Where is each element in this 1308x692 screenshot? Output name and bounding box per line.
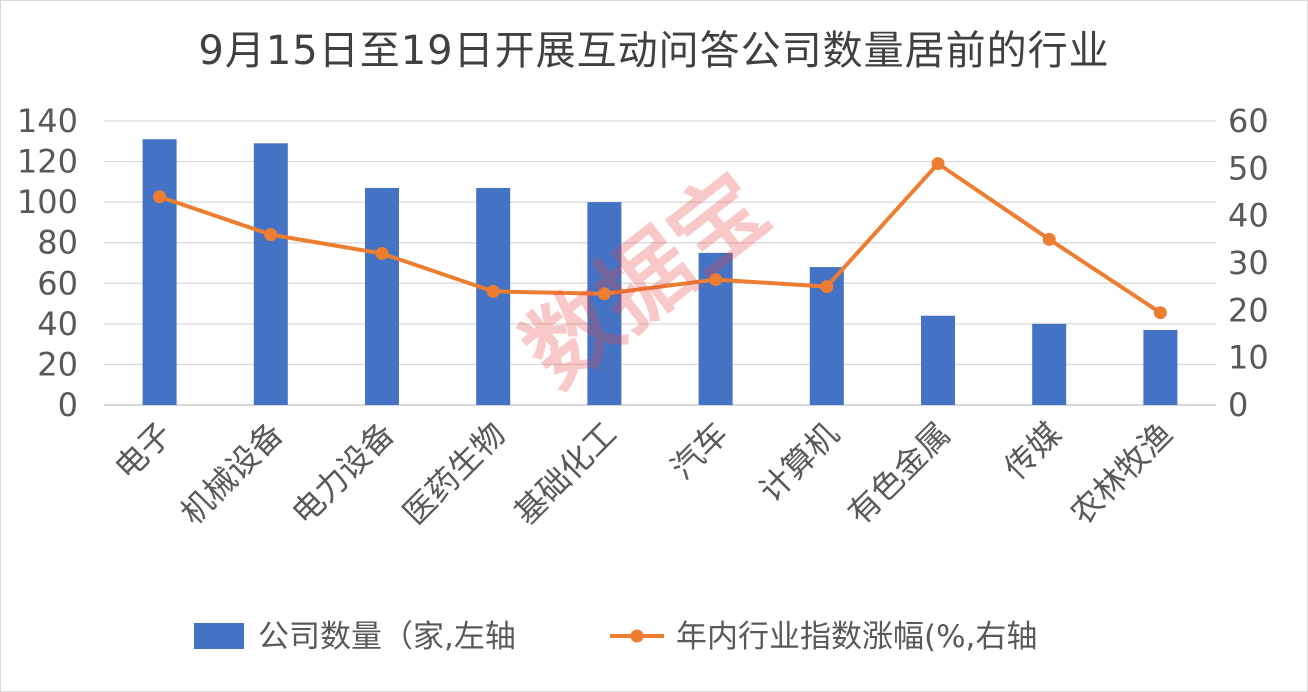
y-right-tick-label: 0 <box>1228 386 1248 424</box>
bar <box>142 139 177 405</box>
line-point <box>709 273 723 287</box>
y-right-tick-label: 50 <box>1228 149 1269 187</box>
x-category-label: 有色金属 <box>840 415 957 532</box>
x-category-label: 电力设备 <box>284 415 401 532</box>
bar <box>587 202 622 405</box>
x-category-label: 电子 <box>107 415 179 487</box>
legend-line-marker <box>630 629 644 643</box>
y-left-tick-label: 60 <box>37 264 78 302</box>
line-point <box>486 284 500 298</box>
y-right-tick-label: 60 <box>1228 102 1269 140</box>
x-category-label: 机械设备 <box>173 415 290 532</box>
bar <box>253 143 288 406</box>
bar <box>1032 323 1067 405</box>
line-point <box>1042 232 1056 246</box>
y-left-tick-label: 120 <box>17 143 78 181</box>
y-left-tick-label: 80 <box>37 224 78 262</box>
line-point <box>931 157 945 171</box>
x-category-label: 汽车 <box>663 415 735 487</box>
x-category-label: 传媒 <box>997 415 1069 487</box>
bar <box>921 315 955 405</box>
legend-line-label: 年内行业指数涨幅(%,右轴 <box>676 619 1037 655</box>
line-point <box>820 280 834 294</box>
line-series <box>158 161 1162 315</box>
bar <box>365 187 399 405</box>
x-category-label: 医药生物 <box>395 415 512 532</box>
bar <box>1143 329 1178 405</box>
y-right-tick-label: 40 <box>1228 197 1269 235</box>
y-left-tick-label: 140 <box>17 102 78 140</box>
x-category-label: 基础化工 <box>507 415 624 532</box>
y-left-tick-label: 20 <box>37 345 78 383</box>
chart-title: 9月15日至19日开展互动问答公司数量居前的行业 <box>198 28 1110 74</box>
line-point <box>1153 306 1167 320</box>
y-right-tick-label: 30 <box>1228 244 1269 282</box>
x-category-label: 计算机 <box>752 415 847 510</box>
line-point <box>375 247 389 261</box>
line-point <box>264 228 278 242</box>
x-category-label: 农林牧渔 <box>1063 415 1180 532</box>
legend-bar-swatch <box>194 623 244 649</box>
y-left-tick-label: 40 <box>37 305 78 343</box>
y-right-tick-label: 20 <box>1228 291 1269 329</box>
legend-bar-label: 公司数量（家,左轴 <box>258 619 516 655</box>
y-right-tick-label: 10 <box>1228 339 1269 377</box>
line-point <box>153 190 167 204</box>
y-left-tick-label: 0 <box>58 386 78 424</box>
y-left-tick-label: 100 <box>17 183 78 221</box>
line-point <box>597 287 611 301</box>
